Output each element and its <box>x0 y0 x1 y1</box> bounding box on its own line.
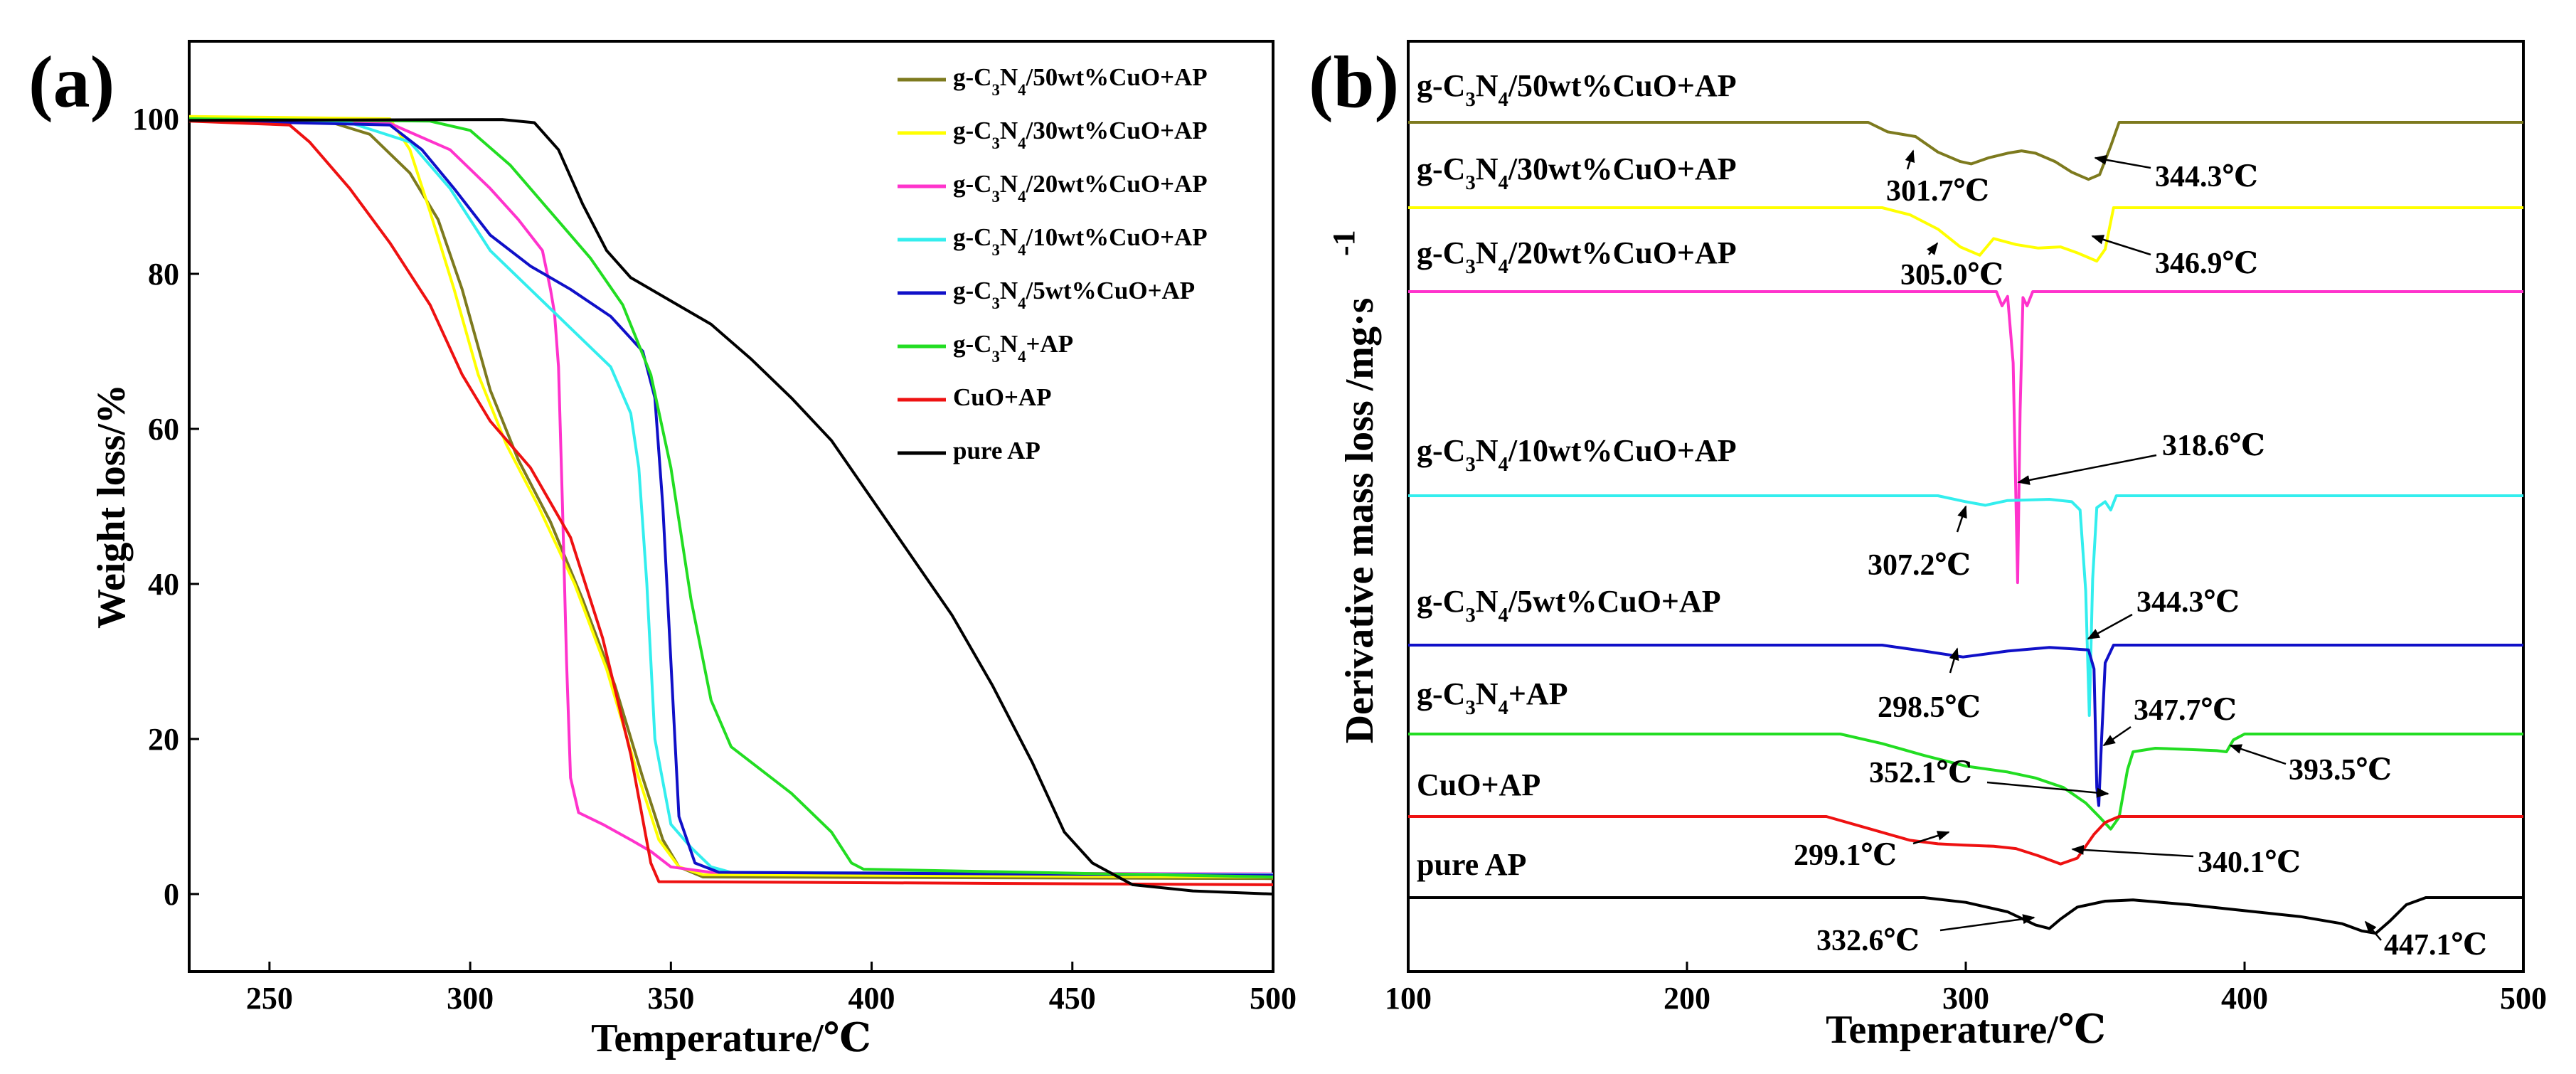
annotation-arrow <box>1956 505 1967 533</box>
legend-label-cuo5: g-C3N4/5wt%CuO+AP <box>953 277 1195 312</box>
peak-temperature-label: 305.0℃ <box>1900 259 2003 292</box>
curve-label-cuo20: g-C3N4/20wt%CuO+AP <box>1417 235 1737 278</box>
peak-annotations-b: 301.7℃ 344.3℃ 305.0℃ 346.9℃ 318.6℃ 307.2℃ 344.… <box>1794 149 2487 962</box>
curve-cuo <box>1408 815 2523 866</box>
curve-pure <box>1408 896 2523 935</box>
panel-label-a: (a) <box>28 41 115 123</box>
legend-label-cuo20: g-C3N4/20wt%CuO+AP <box>953 170 1208 206</box>
x-ticks-b: 100 200 300 400 500 <box>1385 962 2547 1016</box>
x-tick-label-a: 300 <box>447 981 494 1016</box>
peak-temperature-label: 344.3℃ <box>2155 161 2258 193</box>
curve-label-pure: pure AP <box>1417 847 1526 882</box>
peak-temperature-label: 299.1℃ <box>1794 839 1897 872</box>
curve-cuo50 <box>1408 121 2523 181</box>
annotation-arrow <box>1949 647 1959 674</box>
x-ticks-a: 250 300 350 400 450 500 <box>246 962 1297 1016</box>
peak-temperature-label: 352.1℃ <box>1869 757 1972 789</box>
series-line-cuo30 <box>188 115 1274 878</box>
annotation-arrow <box>2229 744 2287 765</box>
x-tick-label-a: 450 <box>1049 981 1096 1016</box>
y-axis-label-b-exponent: -1 <box>1326 230 1361 256</box>
curve-cuo20 <box>1408 290 2523 585</box>
series-line-gcn <box>188 117 1274 878</box>
x-tick-label-b: 100 <box>1385 981 1432 1016</box>
y-axis-label-a: Weight loss/% <box>90 384 134 629</box>
series-line-cuo10 <box>188 117 1274 876</box>
annotation-arrow <box>2364 920 2382 941</box>
x-tick-label-b: 300 <box>1942 981 1989 1016</box>
peak-temperature-label: 301.7℃ <box>1886 175 1989 208</box>
series-line-cuo20 <box>188 117 1274 876</box>
y-tick-label-a: 40 <box>148 567 179 602</box>
annotation-arrow <box>1926 242 1939 255</box>
panel-a: (a) 250 300 350 400 450 500 0 20 40 60 80 100 g-C3… <box>28 40 1297 1060</box>
series-line-cuo50 <box>188 117 1274 881</box>
peak-temperature-label: 447.1℃ <box>2384 929 2487 962</box>
annotation-arrow <box>2087 613 2133 640</box>
annotation-arrow <box>1905 149 1915 170</box>
x-tick-label-b: 200 <box>1664 981 1710 1016</box>
legend-label-cuo50: g-C3N4/50wt%CuO+AP <box>953 63 1208 99</box>
y-axis-label-b: Derivative mass loss /mg·s <box>1338 298 1382 744</box>
annotation-arrow <box>1912 831 1950 845</box>
curve-label-cuo30: g-C3N4/30wt%CuO+AP <box>1417 151 1737 194</box>
series-line-cuo5 <box>188 119 1274 877</box>
y-ticks-a: 0 20 40 60 80 100 <box>132 102 199 912</box>
curve-label-cuo10: g-C3N4/10wt%CuO+AP <box>1417 433 1737 476</box>
panel-b: (b) 100 200 300 400 500 g-C3N4/50wt%CuO+APg-… <box>1309 40 2547 1052</box>
annotation-arrow <box>2017 454 2157 485</box>
plot-frame-a <box>188 40 1274 973</box>
series-line-pure <box>188 118 1274 895</box>
curve-gcn <box>1408 733 2523 831</box>
y-tick-label-a: 20 <box>148 722 179 757</box>
peak-temperature-label: 332.6℃ <box>1816 925 1920 957</box>
panel-label-b: (b) <box>1309 41 1399 123</box>
peak-temperature-label: 340.1℃ <box>2198 846 2301 879</box>
annotation-arrow <box>2091 235 2151 256</box>
peak-temperature-label: 347.7℃ <box>2134 694 2237 727</box>
annotation-arrow <box>1986 781 2109 798</box>
annotation-arrow <box>1939 914 2035 932</box>
annotation-arrow <box>2094 154 2151 169</box>
annotation-arrow <box>2071 844 2194 858</box>
x-axis-label-a: Temperature/℃ <box>591 1016 871 1060</box>
peak-temperature-label: 346.9℃ <box>2155 248 2258 280</box>
x-tick-label-a: 350 <box>647 981 694 1016</box>
peak-temperature-label: 393.5℃ <box>2289 754 2392 787</box>
annotation-arrow <box>2102 725 2131 747</box>
legend-label-cuo10: g-C3N4/10wt%CuO+AP <box>953 223 1208 259</box>
x-tick-label-a: 400 <box>848 981 895 1016</box>
y-tick-label-a: 0 <box>164 877 179 912</box>
y-tick-label-a: 80 <box>148 257 179 292</box>
peak-temperature-label: 318.6℃ <box>2162 430 2265 462</box>
curve-label-cuo50: g-C3N4/50wt%CuO+AP <box>1417 68 1737 111</box>
curve-label-cuo: CuO+AP <box>1417 767 1540 802</box>
legend-a: g-C3N4/50wt%CuO+AP g-C3N4/30wt%CuO+AP g-C3… <box>898 63 1208 464</box>
x-tick-label-a: 500 <box>1250 981 1297 1016</box>
curve-label-gcn: g-C3N4+AP <box>1417 676 1568 719</box>
peak-temperature-label: 298.5℃ <box>1878 691 1981 724</box>
legend-label-cuo: CuO+AP <box>953 383 1052 411</box>
series-lines-a <box>188 115 1274 895</box>
peak-temperature-label: 344.3℃ <box>2136 586 2240 619</box>
curve-label-cuo5: g-C3N4/5wt%CuO+AP <box>1417 584 1721 627</box>
x-tick-label-a: 250 <box>246 981 293 1016</box>
curve-cuo5 <box>1408 644 2523 807</box>
x-tick-label-b: 500 <box>2500 981 2547 1016</box>
legend-label-pure: pure AP <box>953 437 1040 464</box>
curve-labels-b: g-C3N4/50wt%CuO+AP g-C3N4/30wt%CuO+AP g-C3… <box>1417 68 1737 882</box>
series-line-cuo <box>188 119 1274 886</box>
peak-temperature-label: 307.2℃ <box>1868 549 1971 582</box>
curve-cuo10 <box>1408 494 2523 717</box>
legend-label-gcn: g-C3N4+AP <box>953 330 1073 366</box>
x-axis-label-b: Temperature/℃ <box>1826 1008 2106 1052</box>
legend-label-cuo30: g-C3N4/30wt%CuO+AP <box>953 117 1208 152</box>
y-tick-label-a: 100 <box>132 102 179 137</box>
curve-cuo30 <box>1408 206 2523 263</box>
series-lines-b <box>1408 121 2523 935</box>
x-tick-label-b: 400 <box>2221 981 2268 1016</box>
y-tick-label-a: 60 <box>148 412 179 447</box>
